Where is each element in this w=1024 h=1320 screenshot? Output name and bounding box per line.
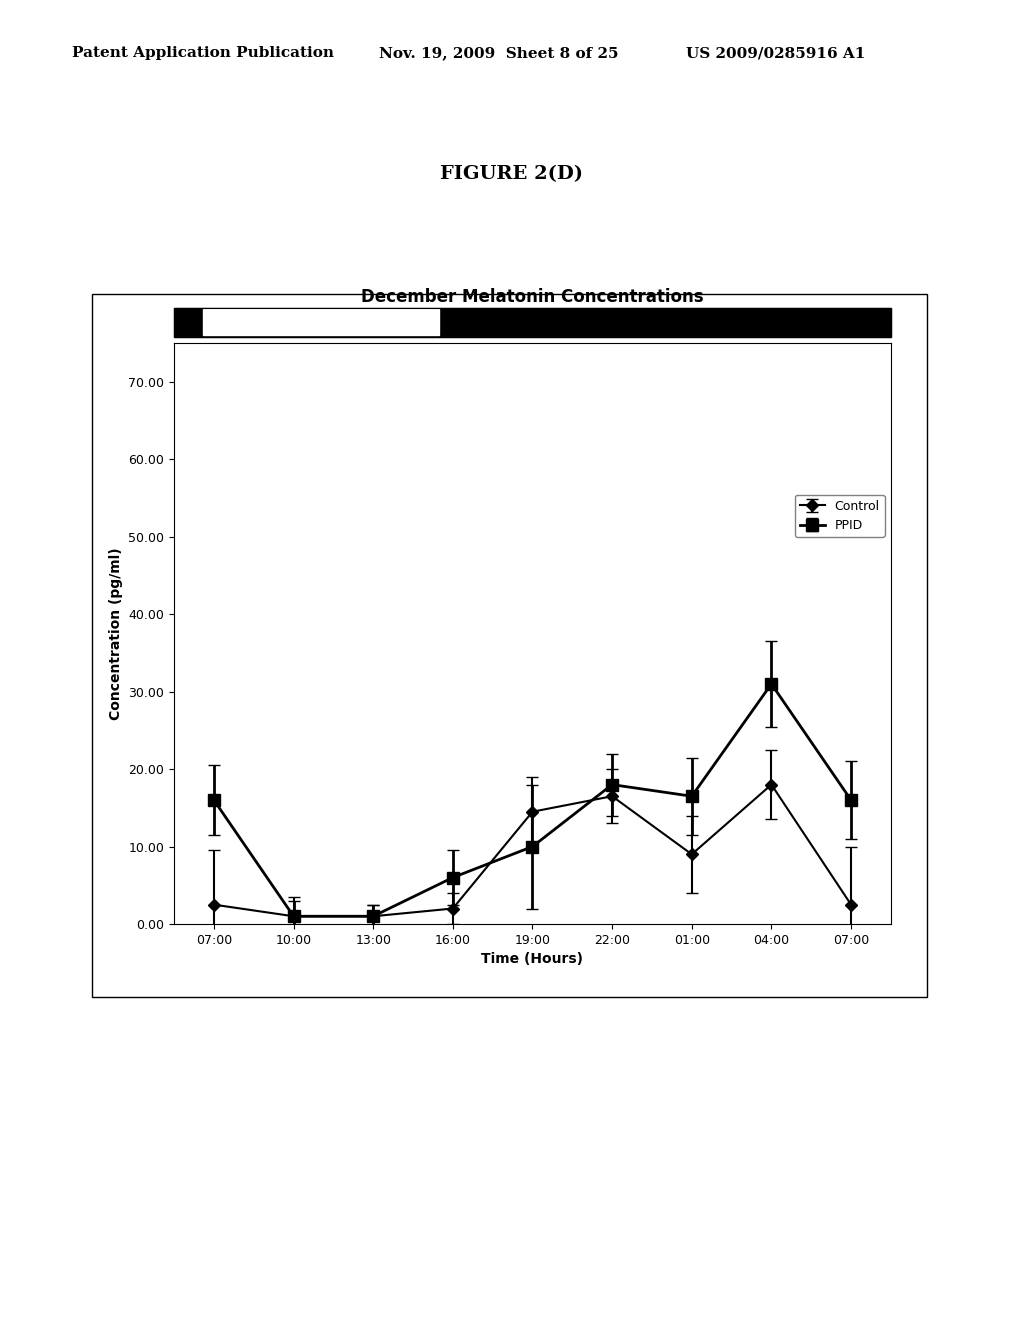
Text: US 2009/0285916 A1: US 2009/0285916 A1 (686, 46, 865, 61)
Title: December Melatonin Concentrations: December Melatonin Concentrations (361, 288, 703, 305)
Bar (203, 309, 439, 335)
Legend: Control, PPID: Control, PPID (795, 495, 885, 537)
X-axis label: Time (Hours): Time (Hours) (481, 952, 584, 966)
Text: Nov. 19, 2009  Sheet 8 of 25: Nov. 19, 2009 Sheet 8 of 25 (379, 46, 618, 61)
Y-axis label: Concentration (pg/ml): Concentration (pg/ml) (109, 548, 123, 719)
Text: Patent Application Publication: Patent Application Publication (72, 46, 334, 61)
Text: FIGURE 2(D): FIGURE 2(D) (440, 165, 584, 183)
